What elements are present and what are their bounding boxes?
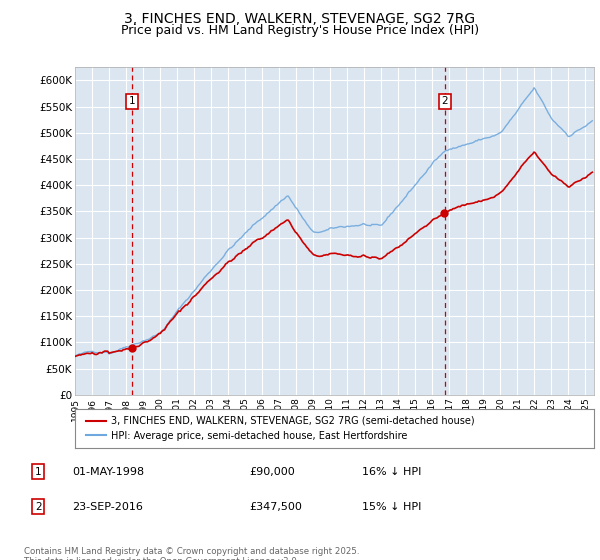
Text: 15% ↓ HPI: 15% ↓ HPI [362, 502, 422, 512]
Text: 16% ↓ HPI: 16% ↓ HPI [362, 467, 422, 477]
Text: 3, FINCHES END, WALKERN, STEVENAGE, SG2 7RG: 3, FINCHES END, WALKERN, STEVENAGE, SG2 … [124, 12, 476, 26]
Text: 1: 1 [35, 467, 41, 477]
Text: £90,000: £90,000 [250, 467, 295, 477]
Text: £347,500: £347,500 [250, 502, 302, 512]
Text: 23-SEP-2016: 23-SEP-2016 [72, 502, 143, 512]
Text: 2: 2 [35, 502, 41, 512]
Text: Price paid vs. HM Land Registry's House Price Index (HPI): Price paid vs. HM Land Registry's House … [121, 24, 479, 36]
Text: Contains HM Land Registry data © Crown copyright and database right 2025.
This d: Contains HM Land Registry data © Crown c… [24, 547, 359, 560]
Legend: 3, FINCHES END, WALKERN, STEVENAGE, SG2 7RG (semi-detached house), HPI: Average : 3, FINCHES END, WALKERN, STEVENAGE, SG2 … [82, 412, 478, 445]
Text: 1: 1 [128, 96, 135, 106]
Text: 2: 2 [442, 96, 448, 106]
Text: 01-MAY-1998: 01-MAY-1998 [72, 467, 144, 477]
